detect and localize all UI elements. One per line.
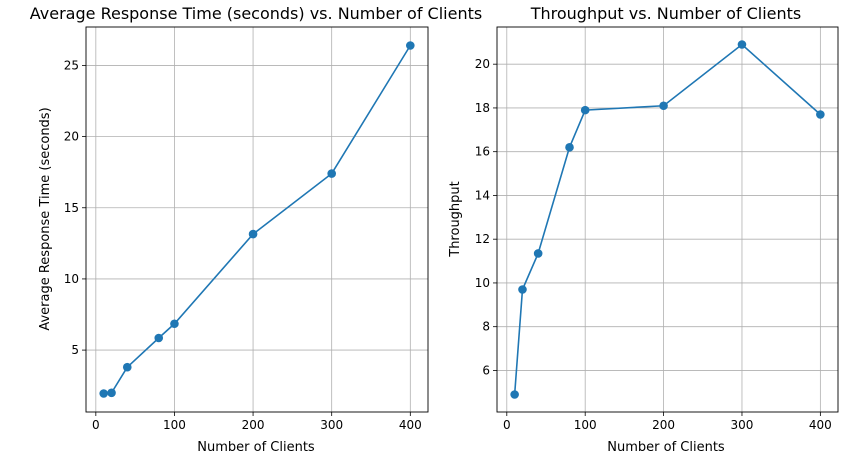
data-point — [510, 390, 519, 399]
x-tick-label: 0 — [503, 418, 511, 432]
chart-title: Throughput vs. Number of Clients — [530, 4, 802, 23]
data-point — [518, 285, 527, 294]
y-tick-label: 6 — [482, 363, 490, 377]
y-tick-label: 10 — [64, 272, 79, 286]
grid — [497, 27, 838, 412]
plot-frame — [85, 26, 429, 413]
response-time-chart: Average Response Time (seconds) vs. Numb… — [30, 4, 482, 455]
chart-title: Average Response Time (seconds) vs. Numb… — [30, 4, 482, 23]
data-point — [154, 333, 164, 343]
x-axis-label: Number of Clients — [607, 440, 725, 455]
y-tick-label: 10 — [475, 276, 490, 290]
data-point — [816, 110, 825, 119]
x-tick-label: 100 — [574, 418, 597, 432]
data-point — [533, 249, 543, 258]
y-tick-label: 5 — [71, 343, 79, 357]
x-tick-label: 200 — [242, 418, 265, 432]
grid — [86, 27, 428, 412]
series-line — [513, 43, 821, 395]
data-point — [122, 362, 132, 372]
y-tick-label: 16 — [475, 145, 490, 159]
x-tick-label: 300 — [320, 418, 343, 432]
data-point — [327, 169, 336, 178]
throughput-chart: Throughput vs. Number of Clients Number … — [448, 4, 839, 455]
y-tick-label: 20 — [64, 130, 79, 144]
x-tick-label: 200 — [652, 418, 675, 432]
y-tick-label: 12 — [475, 232, 490, 246]
y-tick-label: 20 — [475, 57, 490, 71]
y-axis-label: Throughput — [448, 181, 463, 258]
data-point — [737, 40, 747, 49]
y-tick-label: 18 — [475, 101, 490, 115]
x-tick-label: 100 — [163, 418, 186, 432]
x-tick-label: 300 — [731, 418, 754, 432]
y-tick-label: 15 — [64, 201, 79, 215]
data-point — [170, 319, 179, 329]
x-tick-label: 400 — [809, 418, 832, 432]
data-point — [99, 389, 108, 398]
data-point — [406, 41, 415, 50]
y-axis-label: Average Response Time (seconds) — [38, 107, 53, 330]
x-tick-label: 400 — [399, 418, 422, 432]
data-point — [659, 101, 668, 111]
y-tick-label: 14 — [475, 188, 490, 202]
data-point — [107, 388, 116, 398]
y-tick-label: 8 — [482, 320, 490, 334]
x-tick-label: 0 — [92, 418, 100, 432]
data-point — [580, 105, 590, 115]
series-line — [103, 45, 411, 395]
data-point — [565, 143, 574, 152]
x-axis-label: Number of Clients — [197, 440, 315, 455]
plot-frame — [496, 26, 839, 413]
y-tick-label: 25 — [64, 58, 79, 72]
data-point — [248, 229, 258, 239]
